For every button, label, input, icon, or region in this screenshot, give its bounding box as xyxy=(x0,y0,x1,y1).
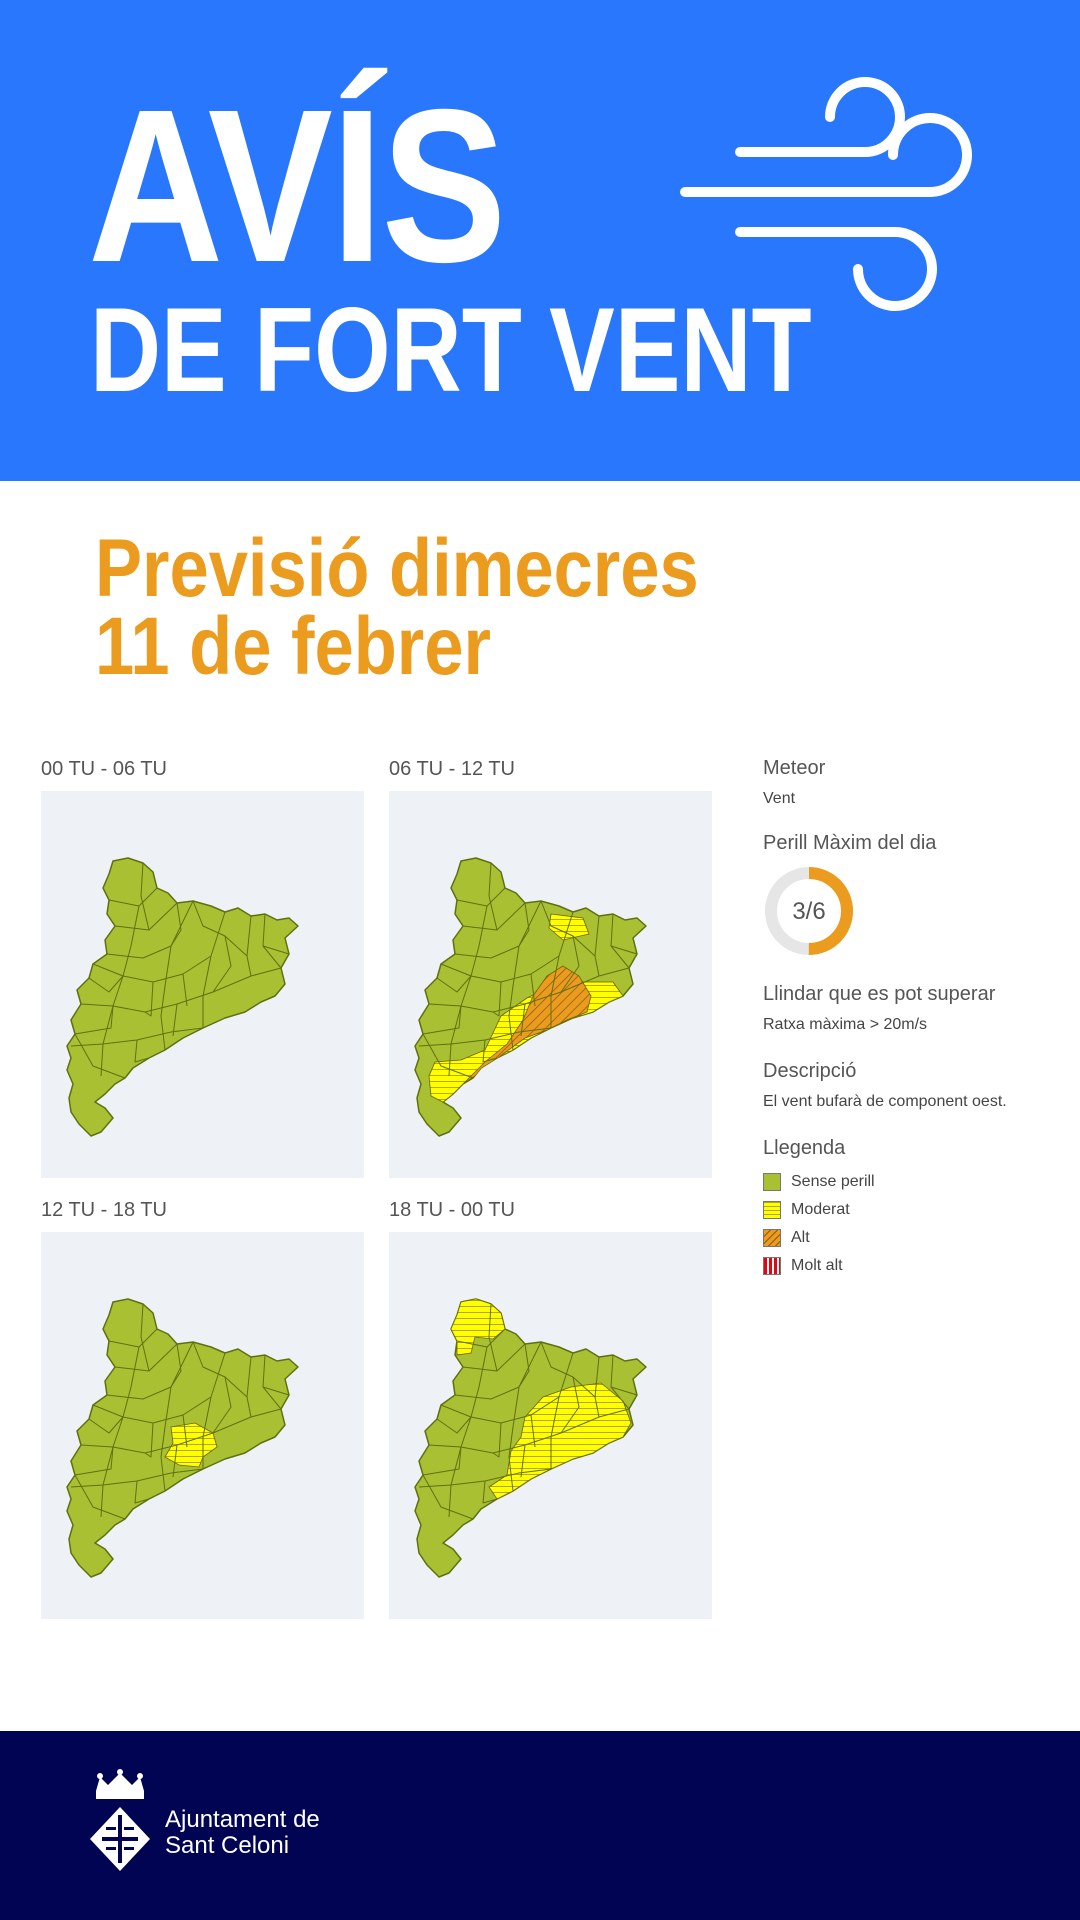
legend-item-moderate: Moderat xyxy=(763,1196,1063,1224)
region-area-no-danger xyxy=(66,857,299,1137)
footer-line-2: Sant Celoni xyxy=(165,1832,290,1859)
map-regions xyxy=(414,1298,647,1578)
map-panel-1 xyxy=(41,791,364,1178)
catalonia-map xyxy=(414,1298,647,1578)
threshold-title: Llindar que es pot superar xyxy=(763,983,996,1005)
footer-line-1: Ajuntament de xyxy=(165,1806,320,1833)
legend-swatch-green xyxy=(763,1173,781,1191)
header-banner: AVÍS DE FORT VENT xyxy=(0,0,1080,481)
legend-label: Moderat xyxy=(791,1201,850,1218)
alert-subtitle: DE FORT VENT xyxy=(90,283,812,417)
panel-label-3: 12 TU - 18 TU xyxy=(41,1199,167,1221)
region-area-moderate xyxy=(548,913,590,941)
legend-swatch-orange xyxy=(763,1229,781,1247)
legend-item-very-high: Molt alt xyxy=(763,1252,1063,1280)
town-crest-logo xyxy=(90,1769,150,1871)
danger-title: Perill Màxim del dia xyxy=(763,832,937,854)
map-panel-3 xyxy=(41,1232,364,1619)
map-regions xyxy=(414,857,647,1137)
legend-swatch-yellow xyxy=(763,1201,781,1219)
description-title: Descripció xyxy=(763,1060,857,1082)
danger-value: 3/6 xyxy=(792,898,825,925)
forecast-title: Previsió dimecres 11 de febrer xyxy=(95,523,699,692)
legend-item-none: Sense perill xyxy=(763,1168,1063,1196)
legend-title: Llegenda xyxy=(763,1137,846,1159)
legend-item-high: Alt xyxy=(763,1224,1063,1252)
map-regions xyxy=(66,857,299,1137)
region-area-high xyxy=(462,965,592,1085)
info-sidebar: Meteor Vent Perill Màxim del dia 3/6 Lli… xyxy=(763,757,1063,1280)
forecast-date: 11 de febrer xyxy=(95,601,491,692)
footer: Ajuntament de Sant Celoni xyxy=(0,1731,1080,1920)
alert-title: AVÍS xyxy=(88,65,507,308)
threshold-value: Ratxa màxima > 20m/s xyxy=(763,1016,928,1033)
danger-gauge: 3/6 xyxy=(765,867,853,955)
forecast-day: Previsió dimecres xyxy=(95,523,699,614)
meteor-title: Meteor xyxy=(763,757,826,779)
catalonia-map xyxy=(66,1298,299,1578)
wind-icon xyxy=(680,77,972,311)
legend-label: Alt xyxy=(791,1229,810,1246)
map-panel-2 xyxy=(389,791,712,1178)
meteor-value: Vent xyxy=(763,790,796,807)
panel-label-1: 00 TU - 06 TU xyxy=(41,758,167,780)
legend-label: Molt alt xyxy=(791,1257,843,1274)
catalonia-map xyxy=(66,857,299,1137)
description-value: El vent bufarà de component oest. xyxy=(763,1093,1007,1110)
panel-label-4: 18 TU - 00 TU xyxy=(389,1199,515,1221)
map-panel-4 xyxy=(389,1232,712,1619)
legend-swatch-red xyxy=(763,1257,781,1275)
catalonia-map xyxy=(414,857,647,1137)
map-regions xyxy=(66,1298,299,1578)
footer-organization: Ajuntament de Sant Celoni xyxy=(165,1807,320,1859)
legend-label: Sense perill xyxy=(791,1173,875,1190)
panel-label-2: 06 TU - 12 TU xyxy=(389,758,515,780)
